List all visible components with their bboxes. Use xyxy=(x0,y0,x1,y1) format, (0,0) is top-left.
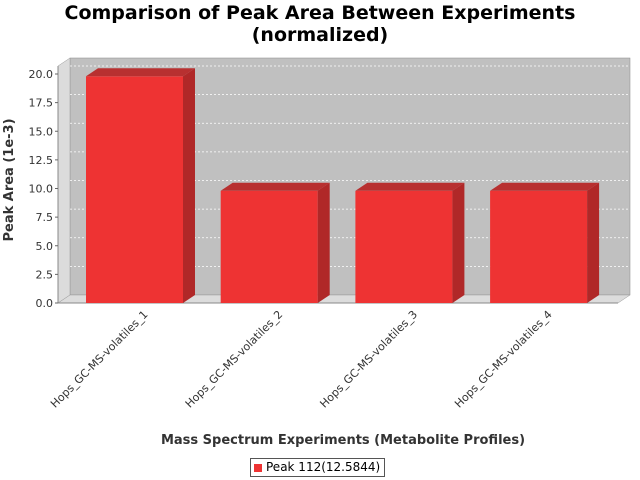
y-axis-ticks: 0.0 2.5 5.0 7.5 10.0 12.5 15.0 17.5 20.0 xyxy=(29,68,58,310)
bar-top xyxy=(86,68,195,77)
bars xyxy=(86,68,600,303)
bar xyxy=(490,182,600,303)
x-tick-label: Hops_GC-MS-volatiles_3 xyxy=(317,308,420,411)
x-tick-label: Hops_GC-MS-volatiles_4 xyxy=(452,308,555,411)
x-axis-label: Mass Spectrum Experiments (Metabolite Pr… xyxy=(161,433,525,448)
y-tick-label: 17.5 xyxy=(29,97,54,110)
bar-side xyxy=(587,182,600,303)
bar-front xyxy=(86,76,183,303)
bar-top xyxy=(220,182,330,191)
y-tick-label: 20.0 xyxy=(29,68,54,81)
y-tick-label: 12.5 xyxy=(29,154,54,167)
bar-front xyxy=(355,190,453,303)
y-tick-label: 2.5 xyxy=(36,268,54,281)
bar-front xyxy=(220,190,318,303)
y-tick-label: 0.0 xyxy=(36,297,54,310)
y-axis-label: Peak Area (1e-3) xyxy=(2,118,17,241)
bar-side xyxy=(452,182,465,303)
bar xyxy=(355,182,465,303)
x-tick-label: Hops_GC-MS-volatiles_1 xyxy=(48,308,151,411)
bar-front xyxy=(490,190,588,303)
bar-side xyxy=(183,68,195,303)
bar-top xyxy=(355,182,465,191)
bar-side xyxy=(317,182,330,303)
y-tick-label: 15.0 xyxy=(29,125,54,138)
y-tick-label: 7.5 xyxy=(36,211,54,224)
bar-top xyxy=(490,182,600,191)
plot-left-wall xyxy=(57,57,71,304)
bar xyxy=(220,182,330,303)
bar xyxy=(86,68,195,303)
y-tick-label: 5.0 xyxy=(36,240,54,253)
legend-label: Peak 112(12.5844) xyxy=(266,460,381,474)
x-tick-label: Hops_GC-MS-volatiles_2 xyxy=(183,308,286,411)
y-tick-label: 10.0 xyxy=(29,183,54,196)
chart-title: Comparison of Peak Area Between Experime… xyxy=(64,2,576,46)
legend-swatch xyxy=(254,463,262,472)
x-axis-ticks: Hops_GC-MS-volatiles_1 Hops_GC-MS-volatil… xyxy=(48,308,555,411)
legend: Peak 112(12.5844) xyxy=(250,458,386,477)
